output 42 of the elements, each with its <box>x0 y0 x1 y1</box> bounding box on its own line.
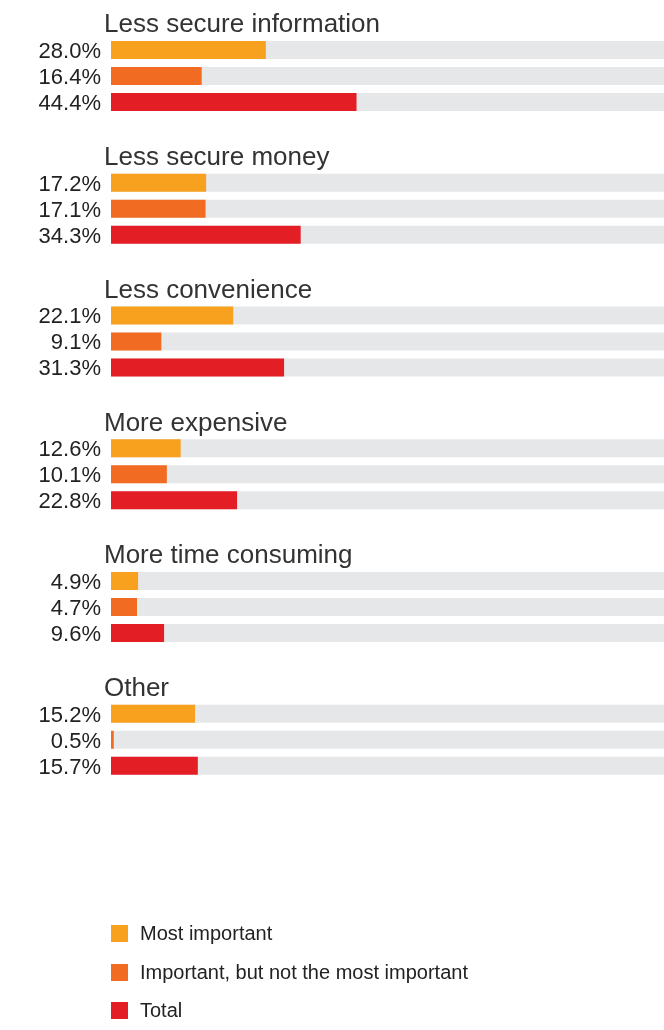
data-label: 10.1% <box>38 462 101 488</box>
data-label: 16.4% <box>38 63 101 89</box>
bar <box>111 332 162 351</box>
data-label: 15.2% <box>38 701 101 727</box>
y-tick-label: More expensive <box>104 406 288 437</box>
bar <box>111 439 181 458</box>
bar <box>111 67 202 85</box>
data-label: 34.3% <box>38 222 101 248</box>
data-label: 9.1% <box>50 329 101 355</box>
bar <box>111 465 167 484</box>
data-label: 17.1% <box>38 196 101 222</box>
legend-label: Most important <box>140 922 273 946</box>
bar <box>111 572 139 590</box>
y-tick-label: Less convenience <box>104 273 313 304</box>
bar <box>111 491 238 510</box>
bar <box>111 624 165 642</box>
bar <box>111 704 196 723</box>
data-label: 22.8% <box>38 488 101 514</box>
data-label: 4.7% <box>50 594 101 620</box>
data-label: 22.1% <box>38 303 101 329</box>
data-label: 44.4% <box>38 89 101 115</box>
data-label: 17.2% <box>38 170 101 196</box>
y-tick-label: More time consuming <box>104 539 353 570</box>
data-label: 31.3% <box>38 355 101 381</box>
y-tick-label: Less secure information <box>104 8 381 39</box>
y-tick-label: Less secure money <box>104 141 330 172</box>
bar <box>111 756 198 775</box>
data-label: 0.5% <box>50 727 101 753</box>
bar <box>111 173 207 192</box>
bar <box>111 730 114 749</box>
data-label: 9.6% <box>50 620 101 646</box>
data-label: 28.0% <box>38 37 101 63</box>
data-label: 15.7% <box>38 753 101 779</box>
bar <box>111 199 206 218</box>
y-tick-label: Other <box>104 672 170 703</box>
bar <box>111 598 137 616</box>
legend-label: Total <box>140 999 183 1023</box>
bar <box>111 358 285 377</box>
bar <box>111 306 234 325</box>
data-label: 12.6% <box>38 436 101 462</box>
data-label: 4.9% <box>50 568 101 594</box>
legend-label: Important, but not the most important <box>140 960 468 984</box>
